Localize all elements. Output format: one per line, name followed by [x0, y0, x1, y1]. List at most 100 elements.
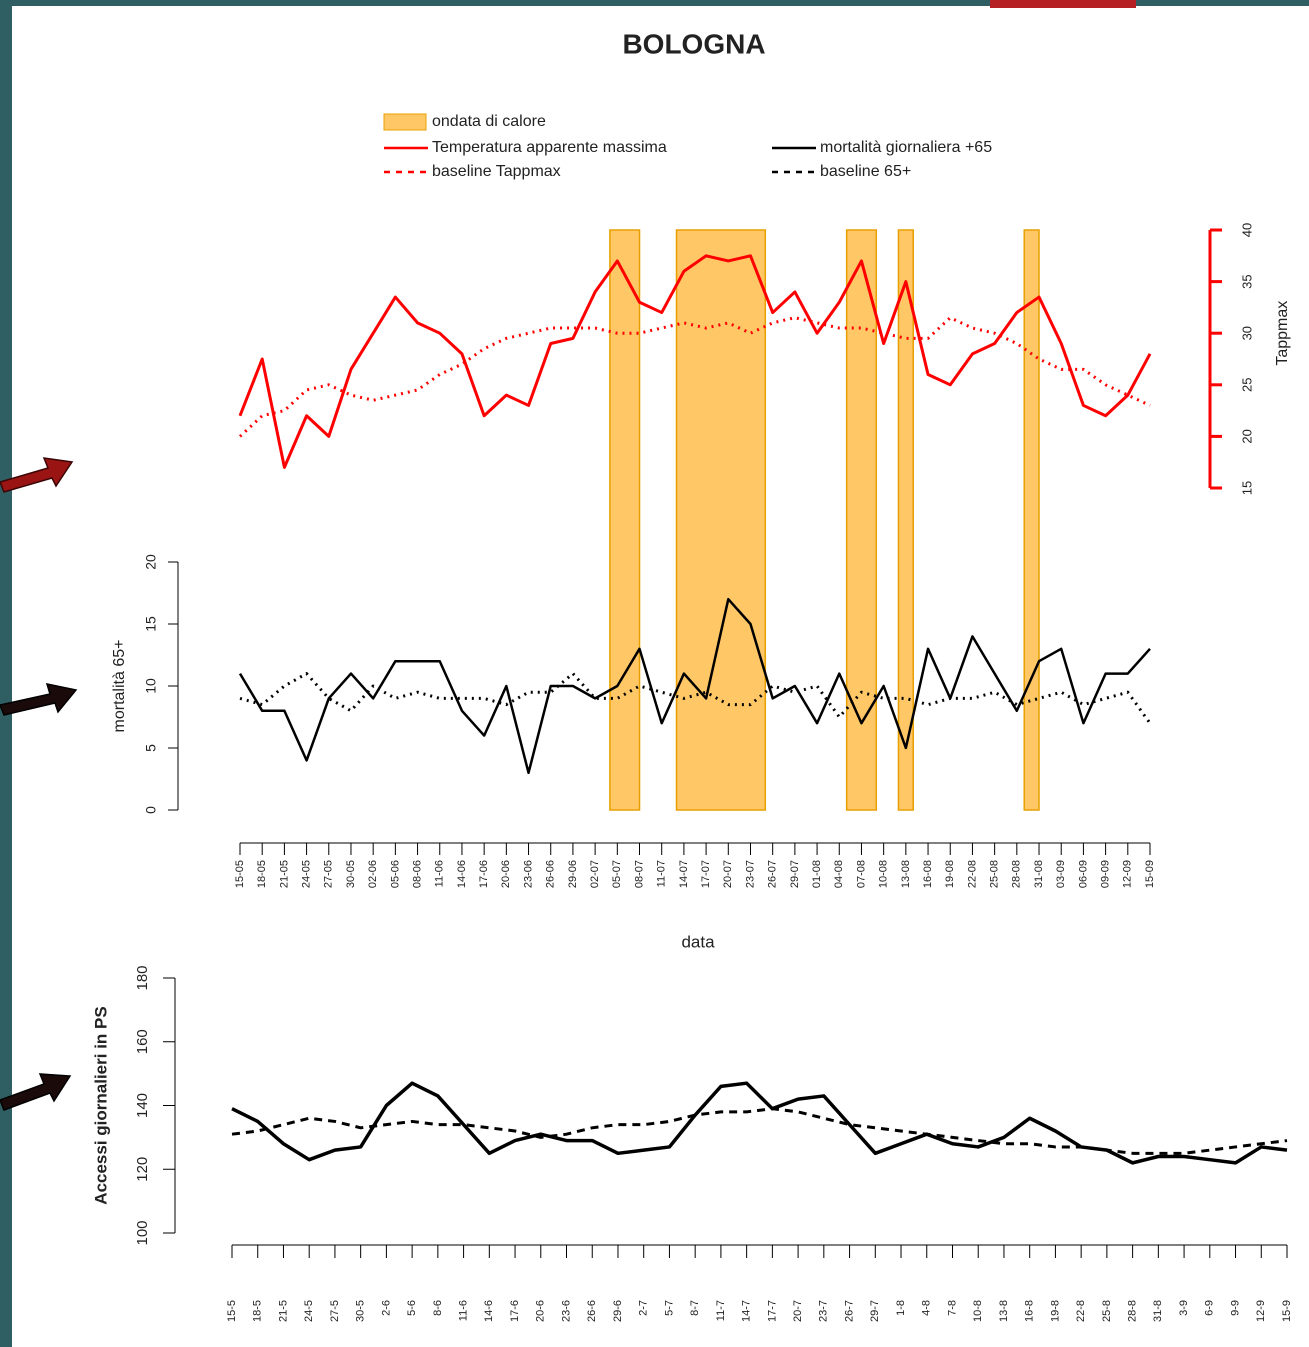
y-tick-label: 5 [143, 744, 159, 752]
x-tick-label: 12-9 [1255, 1300, 1267, 1322]
x-tick-label: 5-6 [406, 1300, 418, 1316]
x-tick-label: 23-6 [560, 1300, 572, 1322]
x-tick-label: 10-08 [878, 860, 890, 888]
heatwave-band [675, 229, 767, 811]
legend-label: ondata di calore [432, 113, 546, 130]
x-tick-label: 15-9 [1281, 1300, 1293, 1322]
data-line [231, 1107, 1288, 1155]
y-tick-label: 10 [143, 678, 159, 694]
x-tick-label: 23-06 [522, 860, 534, 888]
x-tick-label: 29-07 [789, 860, 801, 888]
x-tick-label: 19-08 [944, 860, 956, 888]
x-tick-label: 16-08 [922, 860, 934, 888]
x-tick-label: 08-06 [411, 860, 423, 888]
data-line [239, 672, 1152, 725]
x-tick-label: 17-6 [509, 1300, 521, 1322]
x-tick-label: 08-07 [633, 860, 645, 888]
y2-axis-label: Tappmax [1274, 301, 1291, 366]
y-tick-label: 100 [134, 1220, 151, 1245]
x-tick-label: 02-06 [367, 860, 379, 888]
legend-swatch [383, 113, 427, 131]
y2-tick-label: 40 [1239, 223, 1254, 237]
x-tick-label: 20-06 [500, 860, 512, 888]
x-tick-label: 25-8 [1101, 1300, 1113, 1322]
x-tick-label: 2-6 [380, 1300, 392, 1316]
x-tick-label: 17-07 [700, 860, 712, 888]
y-tick-label: 20 [143, 554, 159, 570]
x-tick-label: 02-07 [589, 860, 601, 888]
x-tick-label: 27-5 [329, 1300, 341, 1322]
x-tick-label: 01-08 [811, 860, 823, 888]
x-tick-label: 11-07 [656, 860, 668, 887]
x-tick-label: 10-8 [972, 1300, 984, 1322]
y2-tick-label: 15 [1239, 481, 1254, 495]
x-tick-label: 28-08 [1011, 860, 1023, 888]
x-tick-label: 1-8 [895, 1300, 907, 1316]
x-tick-label: 2-7 [638, 1300, 650, 1316]
y-axis-label: mortalità 65+ [111, 640, 128, 733]
x-tick-label: 25-08 [989, 860, 1001, 888]
x-tick-label: 21-05 [278, 860, 290, 888]
x-tick-label: 15-5 [226, 1300, 238, 1322]
x-tick-label: 8-7 [689, 1300, 701, 1316]
x-tick-label: 07-08 [855, 860, 867, 888]
x-tick-label: 27-05 [323, 860, 335, 888]
x-tick-label: 22-08 [966, 860, 978, 888]
arrow [0, 457, 74, 493]
x-tick-label: 18-5 [252, 1300, 264, 1322]
x-tick-label: 20-07 [722, 860, 734, 888]
data-line [231, 1081, 1288, 1165]
x-tick-label: 21-5 [277, 1300, 289, 1322]
top-accent [990, 0, 1136, 8]
x-tick-label: 7-8 [946, 1300, 958, 1316]
x-tick-label: 03-09 [1055, 860, 1067, 888]
x-tick-label: 31-08 [1033, 860, 1045, 888]
x-tick-label: 24-05 [300, 860, 312, 888]
x-tick-label: 06-09 [1077, 860, 1089, 888]
x-tick-label: 4-8 [921, 1300, 933, 1316]
x-tick-label: 12-09 [1122, 860, 1134, 888]
x-tick-label: 29-6 [612, 1300, 624, 1322]
x-tick-label: 11-6 [457, 1300, 469, 1321]
y-tick-label: 160 [134, 1029, 151, 1054]
y2-tick-label: 30 [1239, 326, 1254, 340]
x-tick-label: 20-7 [792, 1300, 804, 1322]
x-tick-label: 30-05 [345, 860, 357, 888]
x-tick-label: 13-8 [998, 1300, 1010, 1322]
x-tick-label: 28-8 [1127, 1300, 1139, 1322]
chart-title: BOLOGNA [622, 28, 765, 59]
x-tick-label: 11-7 [715, 1300, 727, 1321]
x-tick-label: 31-8 [1152, 1300, 1164, 1322]
x-tick-label: 18-05 [256, 860, 268, 888]
x-tick-label: 05-06 [389, 860, 401, 888]
x-tick-label: 30-5 [355, 1300, 367, 1322]
y-tick-label: 0 [143, 806, 159, 814]
x-tick-label: 05-07 [611, 860, 623, 888]
y-axis-label: Accessi giornalieri in PS [91, 1006, 110, 1204]
x-tick-label: 23-7 [818, 1300, 830, 1322]
x-tick-label: 8-6 [432, 1300, 444, 1316]
x-tick-label: 9-9 [1229, 1300, 1241, 1316]
x-tick-label: 6-9 [1204, 1300, 1216, 1316]
y-tick-label: 180 [134, 965, 151, 990]
x-tick-label: 15-05 [234, 860, 246, 888]
x-tick-label: 17-7 [766, 1300, 778, 1322]
heatwave-band [845, 229, 878, 811]
x-tick-label: 11-06 [434, 860, 446, 887]
x-tick-label: 29-7 [869, 1300, 881, 1322]
x-tick-label: 22-8 [1075, 1300, 1087, 1322]
x-tick-label: 14-6 [483, 1300, 495, 1322]
x-tick-label: 13-08 [900, 860, 912, 888]
x-axis-label: data [681, 932, 715, 951]
y2-tick-label: 35 [1239, 274, 1254, 288]
x-tick-label: 23-07 [744, 860, 756, 888]
data-line [238, 254, 1152, 469]
heatwave-band [897, 229, 915, 811]
legend-label: baseline 65+ [820, 163, 911, 180]
arrow [0, 683, 78, 716]
y-tick-label: 15 [143, 616, 159, 632]
x-tick-label: 26-06 [545, 860, 557, 888]
x-tick-label: 24-5 [303, 1300, 315, 1322]
